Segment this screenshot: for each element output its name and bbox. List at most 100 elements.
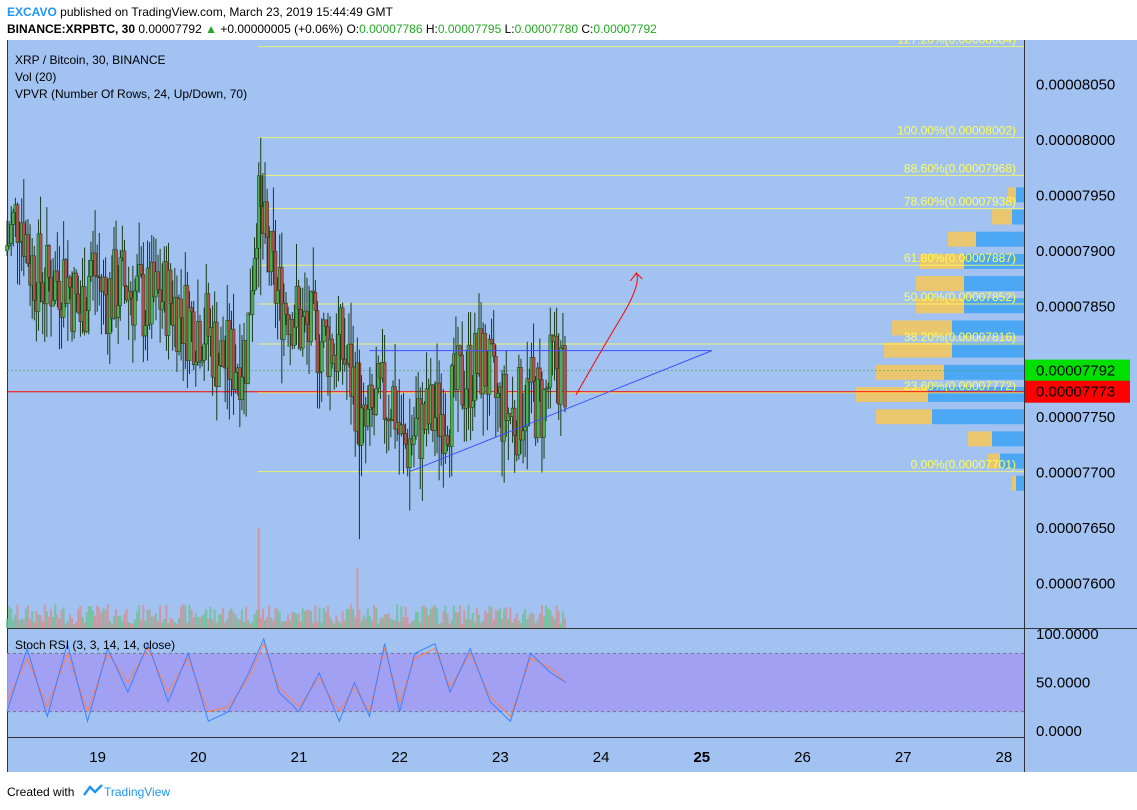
volume-bar [24,608,27,628]
volume-bar [335,615,338,628]
candle-body [319,341,324,373]
candle-body [456,345,460,390]
volume-bar [331,620,334,628]
candle-body [221,340,225,368]
candle-body [17,241,22,243]
candle-body [460,354,464,406]
volume-bar [192,617,195,628]
fib-retracement[interactable]: 127.20%(0.00008084) 100.00%(0.00008002) 88… [258,40,1024,473]
vpvr-row-up [916,298,964,314]
volume-bar [98,607,101,628]
candle-body [116,305,120,318]
candle-body [315,310,320,374]
volume-bar [343,620,346,628]
volume-bar [249,623,252,628]
volume-bar [257,528,260,628]
vpvr-row-up [948,231,976,247]
up-arrow-icon: ▲ [205,22,217,36]
candle-body [51,300,55,307]
tradingview-logo-icon [83,784,103,796]
candle-body [168,269,173,304]
candlesticks [5,137,567,540]
volume-bar [454,612,457,628]
candle-body [47,245,51,278]
volume-bar [517,620,520,628]
volume-bar [488,606,491,628]
candle-body [366,408,370,427]
candle-body [519,367,523,441]
candle-body [133,290,137,326]
volume-bar [268,605,271,628]
volume-bar [324,611,327,628]
candle-body [414,417,418,437]
vpvr-row-up [1008,187,1016,203]
candle-body [324,319,328,327]
candle-body [544,387,548,390]
vpvr-row-up [916,276,964,292]
volume-bar [190,609,193,628]
legend-volume[interactable]: Vol (20) [15,70,56,84]
tradingview-brand[interactable]: TradingView [104,785,171,799]
time-axis-label: 20 [190,749,207,766]
volume-bar [77,608,80,628]
fib-level-label: 38.20%(0.00007816) [904,330,1016,344]
projection-arrow[interactable] [575,272,643,396]
candle-body [342,358,347,365]
current-price-tag-label: 0.00007792 [1036,363,1115,380]
candle-body [412,435,416,445]
candle-body [156,271,160,291]
volume-bar [547,608,550,628]
volume-bar [167,622,170,628]
volume-bar [33,622,36,628]
candle-body [431,384,435,431]
volume-bar [159,605,162,628]
legend-vpvr[interactable]: VPVR (Number Of Rows, 24, Up/Down, 70) [15,87,247,101]
volume-bar [100,612,103,628]
candle-body [496,393,500,398]
volume-bar [505,607,508,628]
open-value: 0.00007786 [359,22,423,36]
chart-canvas[interactable]: 127.20%(0.00008084) 100.00%(0.00008002) 88… [0,40,1137,772]
volume-bar [295,613,298,628]
legend-main[interactable]: XRP / Bitcoin, 30, BINANCE [15,53,166,67]
volume-bar [146,609,149,628]
candle-body [189,307,194,313]
publisher-name[interactable]: EXCAVO [7,5,57,19]
footer: Created with TradingView [0,772,1137,810]
vpvr-row-up [968,431,992,447]
price-axis-label: 0.00007700 [1036,465,1115,482]
fib-level-label: 78.60%(0.00007938) [904,195,1016,209]
volume-bar [383,614,386,628]
time-axis-label: 27 [895,749,912,766]
time-axis-label: 28 [996,749,1013,766]
volume-bar [480,622,483,628]
volume-bar [236,619,239,628]
volume-bar [213,609,216,628]
volume-bar [289,620,292,628]
volume-bar [423,605,426,628]
candle-body [269,230,274,273]
candle-body [179,298,183,319]
stoch-rsi-plot: 100.0000 50.0000 0.0000 [6,626,1099,740]
candle-body [254,247,259,259]
volume-bar [148,609,151,628]
volume-bar [412,620,415,628]
price-axis-label: 0.00007950 [1036,187,1115,204]
candle-body [489,338,494,344]
volume-bar [528,614,531,628]
volume-bar [301,608,304,628]
candle-body [240,376,244,400]
volume-bar [433,605,436,628]
volume-bar [280,621,283,628]
triangle-pattern[interactable] [369,350,713,473]
volume-bar [222,608,225,628]
volume-bar [312,622,315,628]
candle-body [284,302,288,315]
volume-bar [398,621,401,628]
volume-bar [35,611,38,628]
legend-stoch-rsi[interactable]: Stoch RSI (3, 3, 14, 14, close) [15,638,175,652]
candle-body [231,328,236,390]
volume-bar [60,610,63,628]
volume-bar [62,607,65,628]
volume-bar [121,620,124,628]
